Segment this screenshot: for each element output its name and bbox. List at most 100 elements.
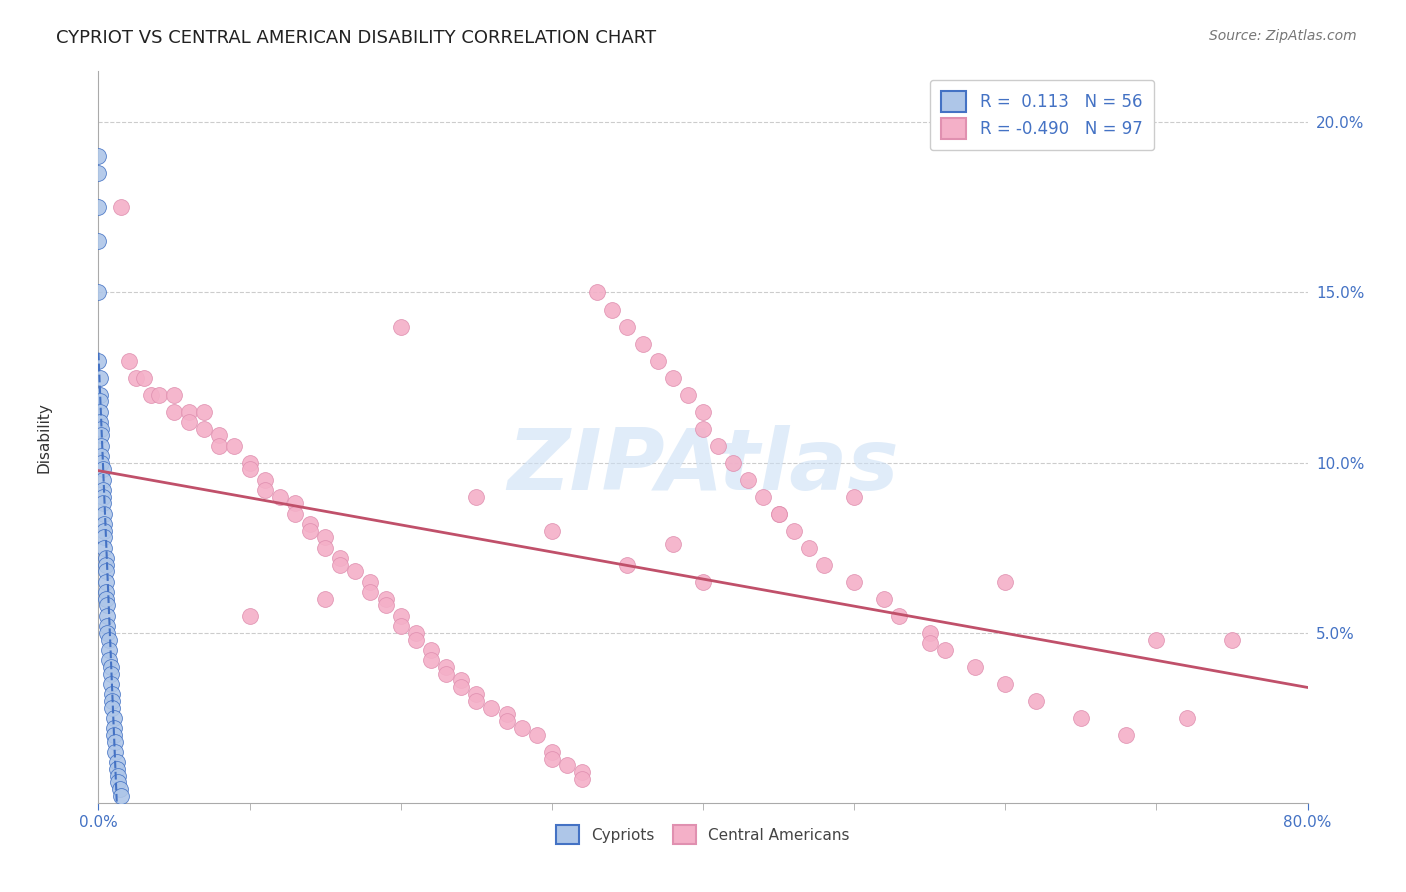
- Point: [647, 353, 669, 368]
- Point: [163, 404, 186, 418]
- Point: [889, 608, 911, 623]
- Point: [1144, 632, 1167, 647]
- Point: [91, 490, 114, 504]
- Point: [631, 336, 654, 351]
- Point: [87, 201, 110, 215]
- Point: [94, 591, 117, 606]
- Point: [94, 574, 117, 589]
- Point: [98, 632, 121, 647]
- Point: [434, 659, 457, 673]
- Point: [87, 149, 110, 163]
- Point: [571, 772, 593, 786]
- Point: [420, 642, 443, 657]
- Point: [299, 524, 322, 538]
- Point: [91, 496, 114, 510]
- Point: [163, 387, 186, 401]
- Point: [179, 404, 201, 418]
- Point: [299, 516, 322, 531]
- Point: [1070, 711, 1092, 725]
- Point: [602, 302, 624, 317]
- Point: [344, 565, 367, 579]
- Legend: Cypriots, Central Americans: Cypriots, Central Americans: [550, 819, 856, 850]
- Point: [96, 619, 118, 633]
- Point: [239, 462, 262, 476]
- Point: [132, 370, 155, 384]
- Point: [540, 745, 562, 759]
- Point: [360, 585, 382, 599]
- Point: [707, 439, 730, 453]
- Point: [105, 762, 128, 776]
- Point: [692, 421, 714, 435]
- Point: [540, 751, 562, 765]
- Point: [918, 625, 941, 640]
- Point: [586, 285, 609, 300]
- Point: [208, 439, 231, 453]
- Point: [93, 531, 115, 545]
- Point: [104, 745, 127, 759]
- Point: [465, 687, 488, 701]
- Point: [239, 608, 262, 623]
- Point: [90, 449, 112, 463]
- Point: [179, 415, 201, 429]
- Point: [994, 677, 1017, 691]
- Text: CYPRIOT VS CENTRAL AMERICAN DISABILITY CORRELATION CHART: CYPRIOT VS CENTRAL AMERICAN DISABILITY C…: [56, 29, 657, 46]
- Point: [994, 574, 1017, 589]
- Point: [148, 387, 170, 401]
- Point: [125, 370, 148, 384]
- Point: [89, 387, 111, 401]
- Point: [98, 642, 121, 657]
- Point: [616, 558, 638, 572]
- Point: [94, 550, 117, 565]
- Point: [495, 707, 517, 722]
- Point: [844, 490, 866, 504]
- Text: Disability: Disability: [37, 401, 52, 473]
- Point: [540, 524, 562, 538]
- Point: [100, 666, 122, 681]
- Point: [193, 404, 215, 418]
- Point: [495, 714, 517, 728]
- Point: [329, 550, 352, 565]
- Point: [98, 653, 121, 667]
- Point: [465, 490, 488, 504]
- Point: [616, 319, 638, 334]
- Point: [692, 574, 714, 589]
- Point: [374, 591, 396, 606]
- Point: [723, 456, 745, 470]
- Point: [374, 599, 396, 613]
- Point: [87, 235, 110, 249]
- Point: [768, 507, 790, 521]
- Point: [284, 496, 307, 510]
- Point: [96, 599, 118, 613]
- Point: [103, 721, 125, 735]
- Point: [389, 319, 412, 334]
- Point: [107, 768, 129, 782]
- Point: [1175, 711, 1198, 725]
- Point: [450, 680, 472, 694]
- Point: [692, 404, 714, 418]
- Point: [1220, 632, 1243, 647]
- Point: [93, 541, 115, 555]
- Point: [918, 636, 941, 650]
- Point: [420, 653, 443, 667]
- Point: [434, 666, 457, 681]
- Point: [90, 456, 112, 470]
- Point: [360, 574, 382, 589]
- Point: [873, 591, 896, 606]
- Point: [676, 387, 699, 401]
- Point: [93, 507, 115, 521]
- Point: [389, 608, 412, 623]
- Point: [253, 483, 276, 497]
- Point: [107, 775, 129, 789]
- Point: [284, 507, 307, 521]
- Point: [96, 608, 118, 623]
- Point: [110, 789, 132, 803]
- Point: [239, 456, 262, 470]
- Point: [90, 421, 112, 435]
- Point: [89, 415, 111, 429]
- Point: [405, 632, 427, 647]
- Point: [91, 462, 114, 476]
- Point: [103, 728, 125, 742]
- Point: [783, 524, 806, 538]
- Text: ZIPAtlas: ZIPAtlas: [508, 425, 898, 508]
- Point: [555, 758, 578, 772]
